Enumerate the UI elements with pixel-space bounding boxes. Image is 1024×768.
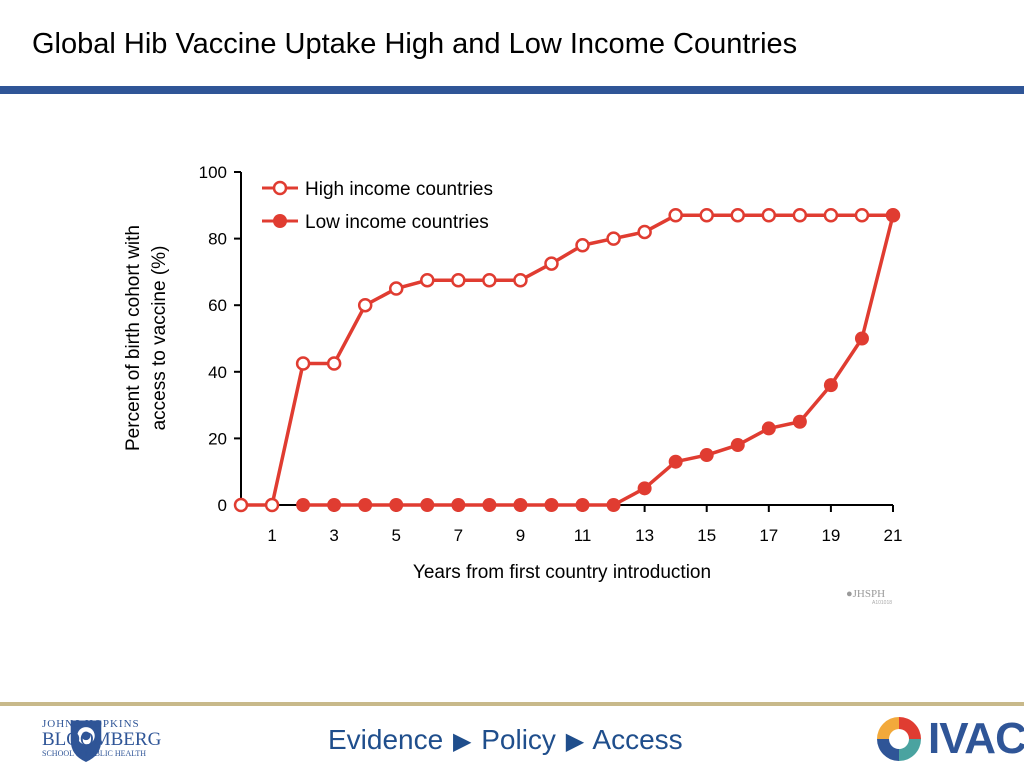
institution-line3: SCHOOL of PUBLIC HEALTH [42, 749, 147, 758]
data-point-low-income-countries [886, 208, 900, 223]
y-axis-label-line2: access to vaccine (%) [149, 246, 170, 431]
series-line-high-income-countries [241, 213, 893, 507]
data-point-high-income-countries [482, 272, 497, 288]
jhsph-watermark: ●JHSPH [846, 588, 886, 600]
data-point-high-income-countries [575, 238, 590, 253]
data-point-high-income-countries [854, 208, 870, 223]
data-point-high-income-countries [420, 272, 435, 288]
arrow-right-icon: ▶ [452, 728, 472, 755]
data-point-low-income-countries [668, 454, 683, 469]
x-tick-label: 1 [267, 526, 276, 545]
page-title: Global Hib Vaccine Uptake High and Low I… [32, 28, 798, 60]
x-axis-ticks: 1 3 5 7 9 11 13 15 17 19 21 [267, 505, 902, 545]
x-tick-label: 3 [329, 526, 338, 545]
footer-tagline: Evidence ▶ Policy ▶ Access [328, 724, 683, 756]
footer-divider [0, 702, 1024, 706]
x-tick-label: 9 [516, 526, 525, 545]
data-point-low-income-countries [637, 481, 652, 496]
data-point-high-income-countries [823, 208, 839, 223]
y-tick-label: 80 [208, 230, 227, 249]
ivac-swirl-icon [877, 717, 921, 761]
data-point-low-income-countries [513, 498, 528, 512]
data-point-high-income-countries [264, 497, 280, 513]
y-axis-label-line1: Percent of birth cohort with [123, 225, 144, 451]
legend-label-low-income: Low income countries [305, 212, 489, 233]
legend-label-high-income: High income countries [305, 179, 493, 200]
jhu-shield-icon [70, 720, 102, 762]
tagline-evidence: Evidence [328, 724, 444, 755]
data-point-low-income-countries [296, 498, 311, 512]
legend-marker-high-income [272, 180, 288, 196]
x-tick-label: 17 [759, 526, 778, 545]
data-point-high-income-countries [730, 208, 746, 223]
legend-marker-low-income [273, 214, 287, 228]
arrow-right-icon: ▶ [565, 728, 585, 755]
data-point-low-income-countries [823, 378, 838, 393]
x-tick-label: 21 [884, 526, 903, 545]
data-point-low-income-countries [854, 331, 869, 346]
data-point-high-income-countries [451, 272, 466, 288]
data-point-low-income-countries [730, 438, 745, 453]
ivac-logo-text: IVAC [928, 714, 1024, 763]
data-point-high-income-countries [761, 208, 777, 223]
data-point-low-income-countries [420, 498, 435, 512]
x-tick-label: 19 [821, 526, 840, 545]
institution-line2: BLOOMBERG [42, 729, 162, 750]
y-axis-ticks: 0 20 40 60 80 100 [199, 163, 241, 515]
watermark-code: A101018 [872, 600, 893, 606]
x-tick-label: 5 [392, 526, 401, 545]
data-point-low-income-countries [699, 448, 714, 463]
data-point-high-income-countries [388, 281, 404, 296]
data-point-high-income-countries [606, 231, 621, 246]
x-tick-label: 7 [454, 526, 463, 545]
data-point-low-income-countries [575, 498, 590, 512]
title-divider [0, 86, 1024, 94]
x-axis-label: Years from first country introduction [413, 562, 711, 583]
x-tick-label: 11 [574, 526, 592, 545]
tagline-policy: Policy [481, 724, 556, 755]
data-point-low-income-countries [389, 498, 404, 512]
y-tick-label: 60 [208, 296, 227, 315]
data-point-high-income-countries [295, 356, 311, 371]
tagline-access: Access [592, 724, 683, 755]
y-tick-label: 40 [208, 363, 227, 382]
x-tick-label: 15 [697, 526, 716, 545]
y-tick-label: 0 [218, 496, 227, 515]
institution-line1: JOHNS HOPKINS [42, 718, 140, 730]
data-point-high-income-countries [357, 297, 373, 313]
data-point-high-income-countries [792, 208, 808, 223]
series-layer [233, 208, 901, 513]
data-point-low-income-countries [327, 498, 342, 512]
data-point-high-income-countries [637, 224, 652, 240]
data-point-high-income-countries [668, 208, 683, 223]
data-point-low-income-countries [792, 414, 807, 429]
data-point-low-income-countries [358, 498, 373, 512]
data-point-high-income-countries [326, 356, 342, 371]
data-point-low-income-countries [451, 498, 466, 512]
data-point-low-income-countries [544, 498, 559, 512]
data-point-low-income-countries [761, 421, 776, 436]
series-line-low-income-countries [303, 214, 895, 507]
chart-legend: High income countries Low income countri… [262, 179, 493, 233]
data-point-low-income-countries [482, 498, 497, 512]
y-tick-label: 100 [199, 163, 227, 182]
y-tick-label: 20 [208, 429, 227, 448]
data-point-high-income-countries [699, 208, 714, 223]
data-point-high-income-countries [233, 497, 249, 513]
data-point-high-income-countries [544, 256, 559, 271]
x-tick-label: 13 [635, 526, 654, 545]
jhsph-seal-icon: ● [846, 588, 853, 600]
data-point-low-income-countries [606, 498, 621, 512]
data-point-high-income-countries [513, 272, 528, 288]
